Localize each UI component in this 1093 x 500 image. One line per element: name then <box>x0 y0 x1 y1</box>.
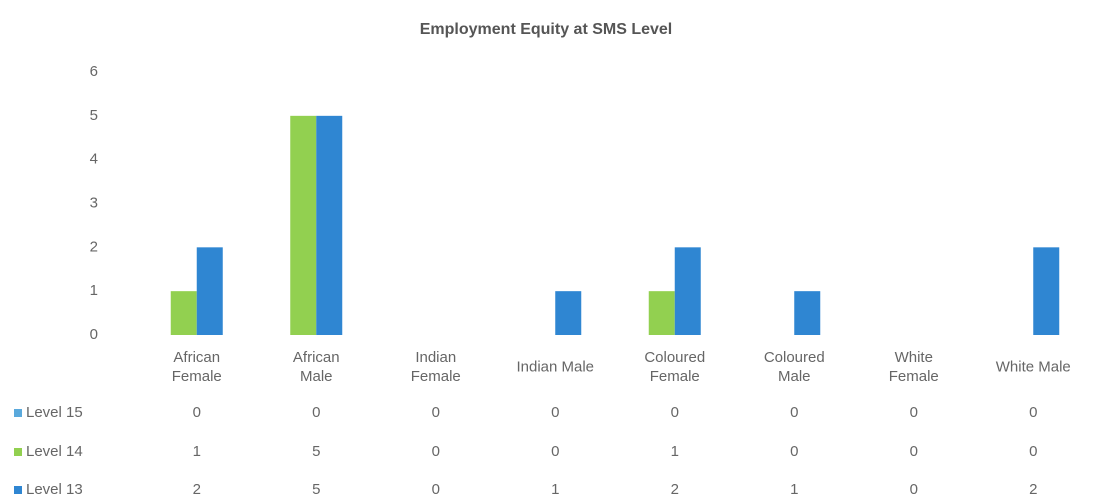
y-tick-label: 0 <box>90 326 98 343</box>
bar <box>674 247 701 335</box>
bar <box>196 247 223 335</box>
x-tick-label: White Male <box>995 358 1071 376</box>
table-value: 2 <box>671 481 679 498</box>
x-tick-label: African Male <box>292 349 340 385</box>
legend-label: Level 13 <box>26 481 83 498</box>
y-tick-label: 1 <box>90 282 98 299</box>
table-value: 0 <box>671 404 679 421</box>
table-value: 1 <box>671 443 679 460</box>
table-value: 2 <box>1029 481 1037 498</box>
x-tick-label: Coloured Male <box>763 349 825 385</box>
table-value: 0 <box>312 404 320 421</box>
x-tick-label: Indian Male <box>516 358 595 376</box>
bar <box>648 291 675 335</box>
table-value: 0 <box>910 404 918 421</box>
x-tick-label: African Female <box>171 349 222 385</box>
table-value: 0 <box>193 404 201 421</box>
bar <box>170 291 197 335</box>
table-value: 0 <box>432 443 440 460</box>
table-value: 2 <box>193 481 201 498</box>
table-value: 0 <box>790 443 798 460</box>
legend-label: Level 15 <box>26 404 83 421</box>
legend-label: Level 14 <box>26 443 83 460</box>
y-tick-label: 2 <box>90 238 98 255</box>
y-tick-label: 4 <box>90 151 98 168</box>
table-value: 1 <box>193 443 201 460</box>
table-value: 0 <box>551 443 559 460</box>
table-value: 0 <box>1029 404 1037 421</box>
bar <box>316 115 343 335</box>
legend-swatch <box>14 486 22 494</box>
x-tick-label: White Female <box>888 349 939 385</box>
y-tick-label: 6 <box>90 63 98 80</box>
table-value: 5 <box>312 481 320 498</box>
bar <box>794 291 821 335</box>
bar <box>1033 247 1060 335</box>
x-tick-label: Coloured Female <box>644 349 706 385</box>
y-tick-label: 5 <box>90 107 98 124</box>
table-value: 1 <box>551 481 559 498</box>
x-tick-label: Indian Female <box>410 349 461 385</box>
table-value: 1 <box>790 481 798 498</box>
table-value: 0 <box>551 404 559 421</box>
legend-swatch <box>14 448 22 456</box>
table-value: 0 <box>910 443 918 460</box>
table-value: 0 <box>432 481 440 498</box>
y-tick-label: 3 <box>90 194 98 211</box>
chart-title: Employment Equity at SMS Level <box>420 21 673 38</box>
table-value: 0 <box>432 404 440 421</box>
table-value: 0 <box>790 404 798 421</box>
table-value: 0 <box>910 481 918 498</box>
table-value: 5 <box>312 443 320 460</box>
table-value: 0 <box>1029 443 1037 460</box>
bar <box>290 115 317 335</box>
legend-swatch <box>14 409 22 417</box>
bar <box>555 291 582 335</box>
